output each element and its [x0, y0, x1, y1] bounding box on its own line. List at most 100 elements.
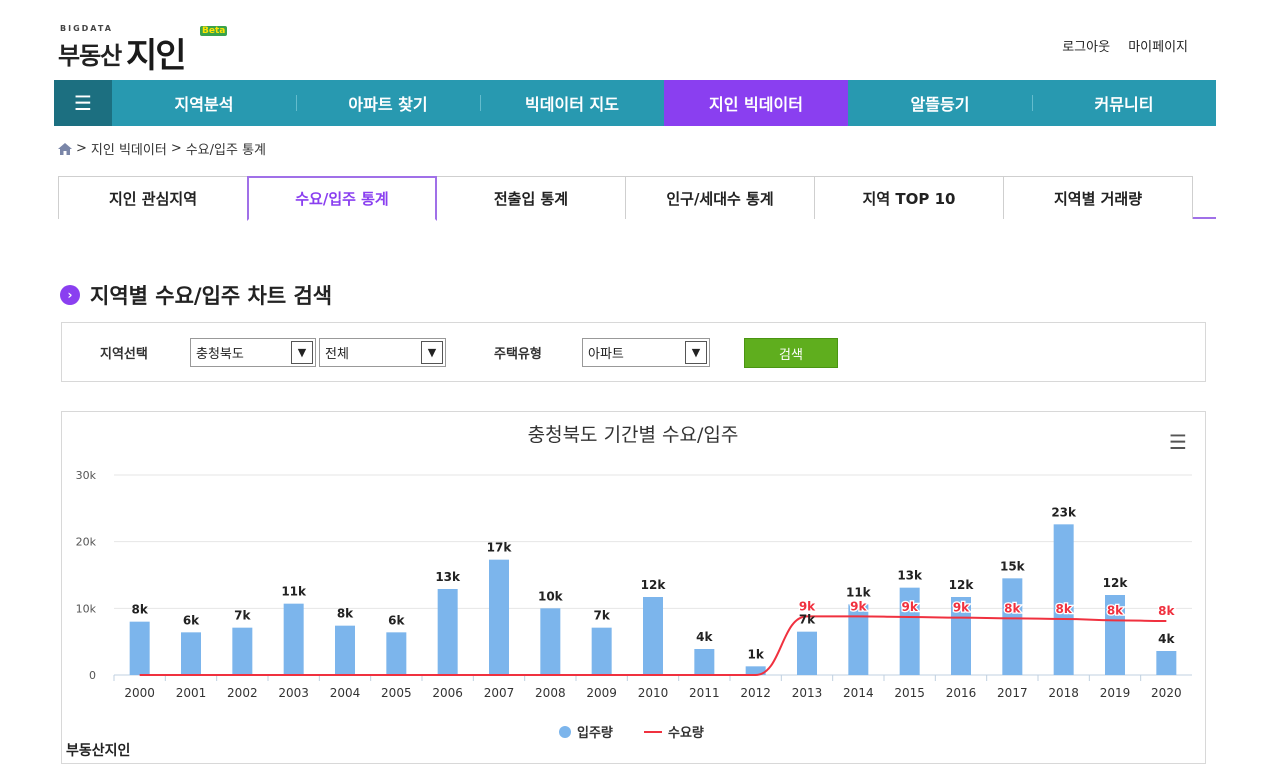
- nav-item-region-analysis[interactable]: 지역분석: [174, 95, 234, 114]
- line-demand: [139, 615, 1167, 676]
- bar-data-label: 6k: [388, 613, 405, 627]
- dropdown-arrow-icon[interactable]: ▼: [685, 341, 707, 364]
- x-tick-label: 2014: [843, 686, 874, 700]
- nav-item-registry[interactable]: 알뜰등기: [910, 95, 970, 114]
- y-tick-label: 10k: [76, 602, 97, 615]
- bar-data-label: 23k: [1051, 505, 1077, 519]
- x-tick-label: 2004: [330, 686, 361, 700]
- search-panel: 지역선택 충청북도 ▼ 전체 ▼ 주택유형 아파트 ▼ 검색: [61, 322, 1206, 382]
- bar-supply: [232, 627, 253, 675]
- x-tick-label: 2007: [484, 686, 515, 700]
- dropdown-arrow-icon[interactable]: ▼: [291, 341, 313, 364]
- bar-supply: [540, 608, 561, 675]
- chart-title: 충청북도 기간별 수요/입주: [528, 424, 739, 446]
- x-tick-label: 2005: [381, 686, 412, 700]
- tab-demand-supply[interactable]: 수요/입주 통계: [247, 176, 437, 221]
- section-title: › 지역별 수요/입주 차트 검색: [60, 280, 332, 310]
- housing-type-label: 주택유형: [494, 347, 542, 362]
- line-data-label: 9k: [799, 599, 816, 613]
- home-icon[interactable]: [58, 142, 72, 155]
- x-tick-label: 2008: [535, 686, 566, 700]
- region-select-city-value: 전체: [325, 347, 349, 362]
- logo-brand-text: 지인: [126, 36, 187, 76]
- x-tick-label: 2016: [946, 686, 977, 700]
- bar-supply: [1002, 578, 1023, 675]
- bar-supply: [848, 604, 869, 675]
- bar-supply: [694, 649, 715, 675]
- x-tick-label: 2003: [278, 686, 309, 700]
- bar-supply: [1156, 651, 1177, 675]
- global-nav: ☰ 지역분석 아파트 찾기 빅데이터 지도 지인 빅데이터 알뜰등기 커뮤니티: [54, 80, 1216, 126]
- chart-watermark-logo: 부동산지인: [66, 743, 131, 759]
- line-data-label: 8k: [1055, 602, 1072, 616]
- region-label: 지역선택: [100, 347, 148, 362]
- nav-item-apartment-search[interactable]: 아파트 찾기: [296, 80, 480, 126]
- bar-data-label: 12k: [1103, 576, 1129, 590]
- top-links: 로그아웃 마이페이지: [1048, 36, 1188, 55]
- legend-marker-supply: [559, 726, 571, 738]
- legend-label-demand: 수요량: [668, 726, 704, 741]
- bar-data-label: 10k: [538, 589, 564, 603]
- bar-supply: [1053, 524, 1074, 675]
- bar-supply: [437, 589, 458, 675]
- x-tick-label: 2002: [227, 686, 258, 700]
- x-tick-label: 2001: [176, 686, 207, 700]
- tab-population[interactable]: 인구/세대수 통계: [625, 176, 815, 219]
- x-tick-label: 2013: [792, 686, 823, 700]
- nav-item-community[interactable]: 커뮤니티: [1032, 80, 1216, 126]
- bar-supply: [386, 632, 407, 675]
- bar-supply: [899, 587, 920, 675]
- chart-menu-icon[interactable]: ☰: [1169, 430, 1187, 454]
- line-data-label: 8k: [1107, 603, 1124, 617]
- breadcrumb-level1[interactable]: 지인 빅데이터: [90, 143, 167, 158]
- legend-label-supply: 입주량: [577, 726, 613, 741]
- bar-data-label: 7k: [234, 609, 251, 623]
- bar-data-label: 11k: [846, 585, 872, 599]
- site-logo[interactable]: BIGDATA 부동산 지인 Beta: [58, 22, 238, 76]
- logo-small-text: BIGDATA: [60, 24, 113, 33]
- x-tick-label: 2019: [1100, 686, 1131, 700]
- bar-supply: [181, 632, 201, 675]
- y-tick-label: 20k: [76, 536, 97, 549]
- breadcrumb: > 지인 빅데이터 > 수요/입주 통계: [58, 139, 266, 158]
- dropdown-arrow-icon[interactable]: ▼: [421, 341, 443, 364]
- region-select-city[interactable]: 전체 ▼: [319, 338, 446, 367]
- bar-data-label: 7k: [799, 613, 816, 627]
- bar-supply: [283, 603, 304, 675]
- bar-data-label: 17k: [487, 541, 513, 555]
- housing-type-select[interactable]: 아파트 ▼: [582, 338, 710, 367]
- line-data-label: 8k: [1004, 601, 1021, 615]
- breadcrumb-level2[interactable]: 수요/입주 통계: [185, 143, 266, 158]
- bar-data-label: 8k: [337, 607, 354, 621]
- bar-data-label: 6k: [183, 613, 200, 627]
- bar-data-label: 7k: [593, 609, 610, 623]
- tab-interest-region[interactable]: 지인 관심지역: [58, 176, 248, 219]
- region-select-province-value: 충청북도: [196, 347, 244, 362]
- bar-data-label: 1k: [747, 647, 764, 661]
- x-tick-label: 2017: [997, 686, 1028, 700]
- bar-supply: [951, 597, 971, 675]
- bar-supply: [489, 559, 509, 675]
- bar-data-label: 12k: [641, 578, 667, 592]
- y-tick-label: 30k: [76, 469, 97, 482]
- x-tick-label: 2006: [432, 686, 463, 700]
- line-data-label: 9k: [850, 599, 867, 613]
- nav-item-bigdata-map[interactable]: 빅데이터 지도: [480, 80, 664, 126]
- search-button[interactable]: 검색: [744, 338, 838, 368]
- tab-transaction-volume[interactable]: 지역별 거래량: [1003, 176, 1193, 219]
- tab-region-top10[interactable]: 지역 TOP 10: [814, 176, 1004, 219]
- beta-badge: Beta: [200, 26, 228, 36]
- line-data-label: 9k: [953, 601, 970, 615]
- mypage-link[interactable]: 마이페이지: [1128, 40, 1188, 55]
- logo-main-text: 부동산: [58, 42, 122, 70]
- nav-item-jiin-bigdata[interactable]: 지인 빅데이터: [664, 80, 848, 126]
- tab-migration[interactable]: 전출입 통계: [436, 176, 626, 219]
- bullet-arrow-icon: ›: [60, 285, 80, 305]
- region-select-province[interactable]: 충청북도 ▼: [190, 338, 316, 367]
- logout-link[interactable]: 로그아웃: [1062, 40, 1111, 55]
- housing-type-select-value: 아파트: [588, 347, 624, 362]
- line-data-label: 8k: [1158, 604, 1175, 618]
- bar-data-label: 12k: [949, 578, 975, 592]
- hamburger-menu-icon[interactable]: ☰: [54, 80, 112, 126]
- bar-data-label: 8k: [131, 603, 148, 617]
